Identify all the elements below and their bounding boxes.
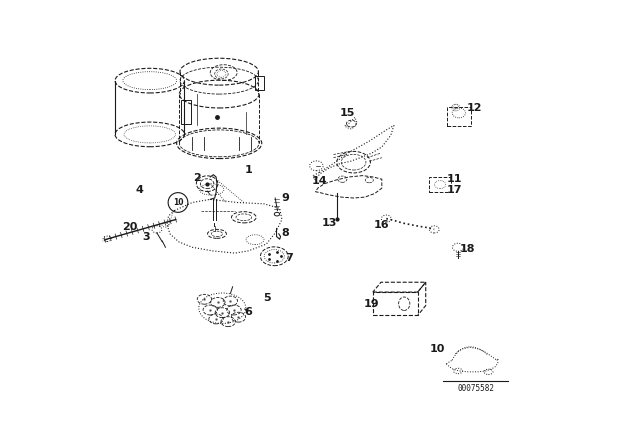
Bar: [447, 107, 471, 126]
Text: 19: 19: [364, 299, 380, 309]
Text: 6: 6: [244, 307, 252, 317]
Bar: [373, 292, 418, 315]
Text: 5: 5: [263, 293, 271, 303]
Text: 3: 3: [142, 233, 150, 242]
Text: 13: 13: [322, 218, 337, 228]
Text: 18: 18: [459, 244, 475, 254]
Text: 14: 14: [311, 177, 327, 186]
Bar: [180, 99, 191, 125]
Text: 11: 11: [447, 174, 462, 184]
Text: 12: 12: [467, 103, 483, 113]
Text: 16: 16: [374, 220, 390, 230]
Text: 20: 20: [122, 222, 138, 232]
Text: 8: 8: [281, 228, 289, 238]
Bar: [429, 177, 451, 192]
Text: 9: 9: [281, 193, 289, 203]
Text: 10: 10: [173, 198, 183, 207]
Text: 2: 2: [193, 173, 201, 183]
Text: 15: 15: [340, 108, 355, 118]
Text: 7: 7: [285, 254, 293, 263]
Text: 1: 1: [244, 165, 252, 175]
Text: 17: 17: [447, 185, 462, 195]
Bar: [255, 76, 264, 90]
Text: 4: 4: [136, 185, 144, 195]
Text: 10: 10: [429, 345, 445, 354]
Text: 00075582: 00075582: [458, 384, 495, 393]
